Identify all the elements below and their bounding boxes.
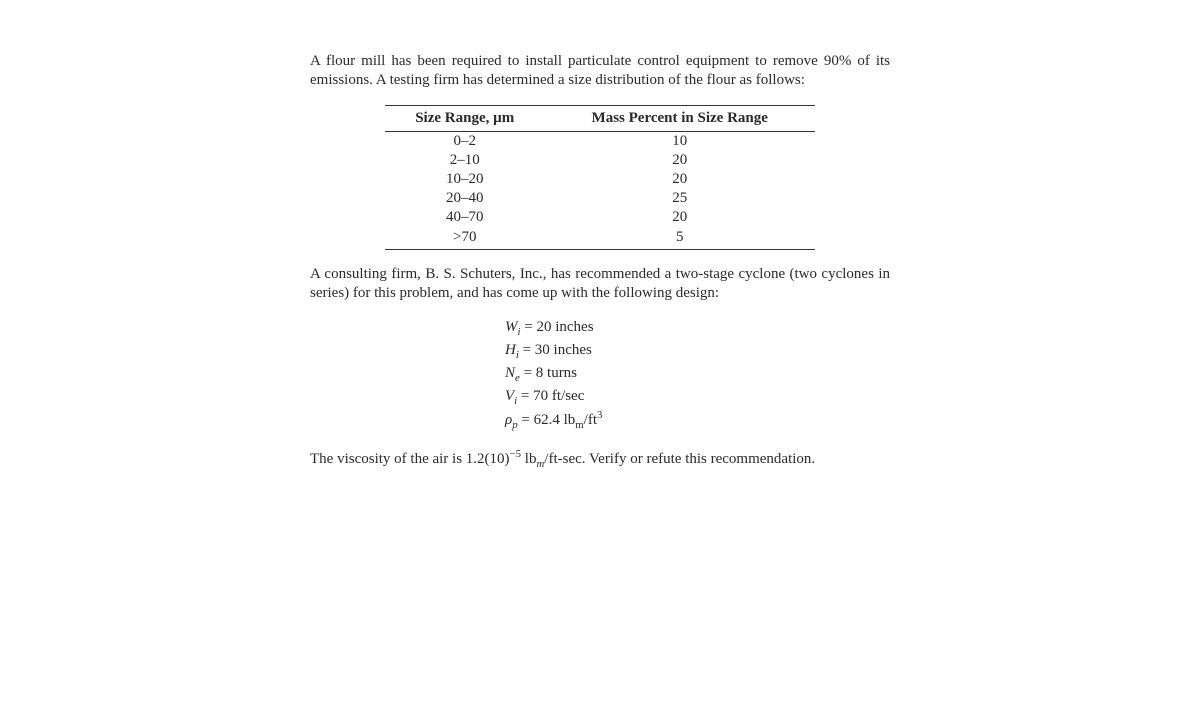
eq: = 70 ft/sec [517,388,584,404]
closing-c: /ft-sec. Verify or refute this recommend… [544,451,815,467]
cell-size: 2–10 [385,151,544,170]
cell-mass: 5 [544,228,815,250]
cell-size: >70 [385,228,544,250]
eq-suffix: /ft [584,412,597,428]
sym: W [505,319,518,335]
cell-mass: 20 [544,208,815,227]
cell-mass: 25 [544,189,815,208]
design-rho: ρp = 62.4 lbm/ft3 [505,409,890,433]
design-Wi: Wi = 20 inches [505,318,890,340]
closing-exp: −5 [510,448,522,460]
table-row: 10–20 20 [385,170,815,189]
closing-a: The viscosity of the air is 1.2(10) [310,451,510,467]
cell-mass: 20 [544,170,815,189]
eq: = 30 inches [519,342,592,358]
table-row: 40–70 20 [385,208,815,227]
cell-size: 40–70 [385,208,544,227]
design-Hi: Hi = 30 inches [505,341,890,363]
sym: N [505,365,515,381]
design-Ne: Ne = 8 turns [505,364,890,386]
table-header-row: Size Range, µm Mass Percent in Size Rang… [385,106,815,131]
cell-size: 0–2 [385,131,544,151]
eq-prefix: = 62.4 lb [518,412,576,428]
problem-page: A flour mill has been required to instal… [310,52,890,472]
cell-size: 20–40 [385,189,544,208]
eq-sup: 3 [597,409,602,421]
design-Vi: Vi = 70 ft/sec [505,387,890,409]
sym: V [505,388,514,404]
sym: H [505,342,516,358]
eq: = 8 turns [520,365,577,381]
eq: = 20 inches [521,319,594,335]
closing-b: lb [521,451,536,467]
closing-paragraph: The viscosity of the air is 1.2(10)−5 lb… [310,448,890,472]
intro-paragraph: A flour mill has been required to instal… [310,52,890,90]
size-distribution-table: Size Range, µm Mass Percent in Size Rang… [385,105,815,249]
cell-mass: 20 [544,151,815,170]
cell-size: 10–20 [385,170,544,189]
table-row: 0–2 10 [385,131,815,151]
table-row: >70 5 [385,228,815,250]
consultant-paragraph: A consulting firm, B. S. Schuters, Inc.,… [310,265,890,303]
cell-mass: 10 [544,131,815,151]
col-header-mass: Mass Percent in Size Range [544,106,815,131]
eq-sub: m [575,419,583,431]
table-row: 2–10 20 [385,151,815,170]
table-row: 20–40 25 [385,189,815,208]
col-header-size: Size Range, µm [385,106,544,131]
